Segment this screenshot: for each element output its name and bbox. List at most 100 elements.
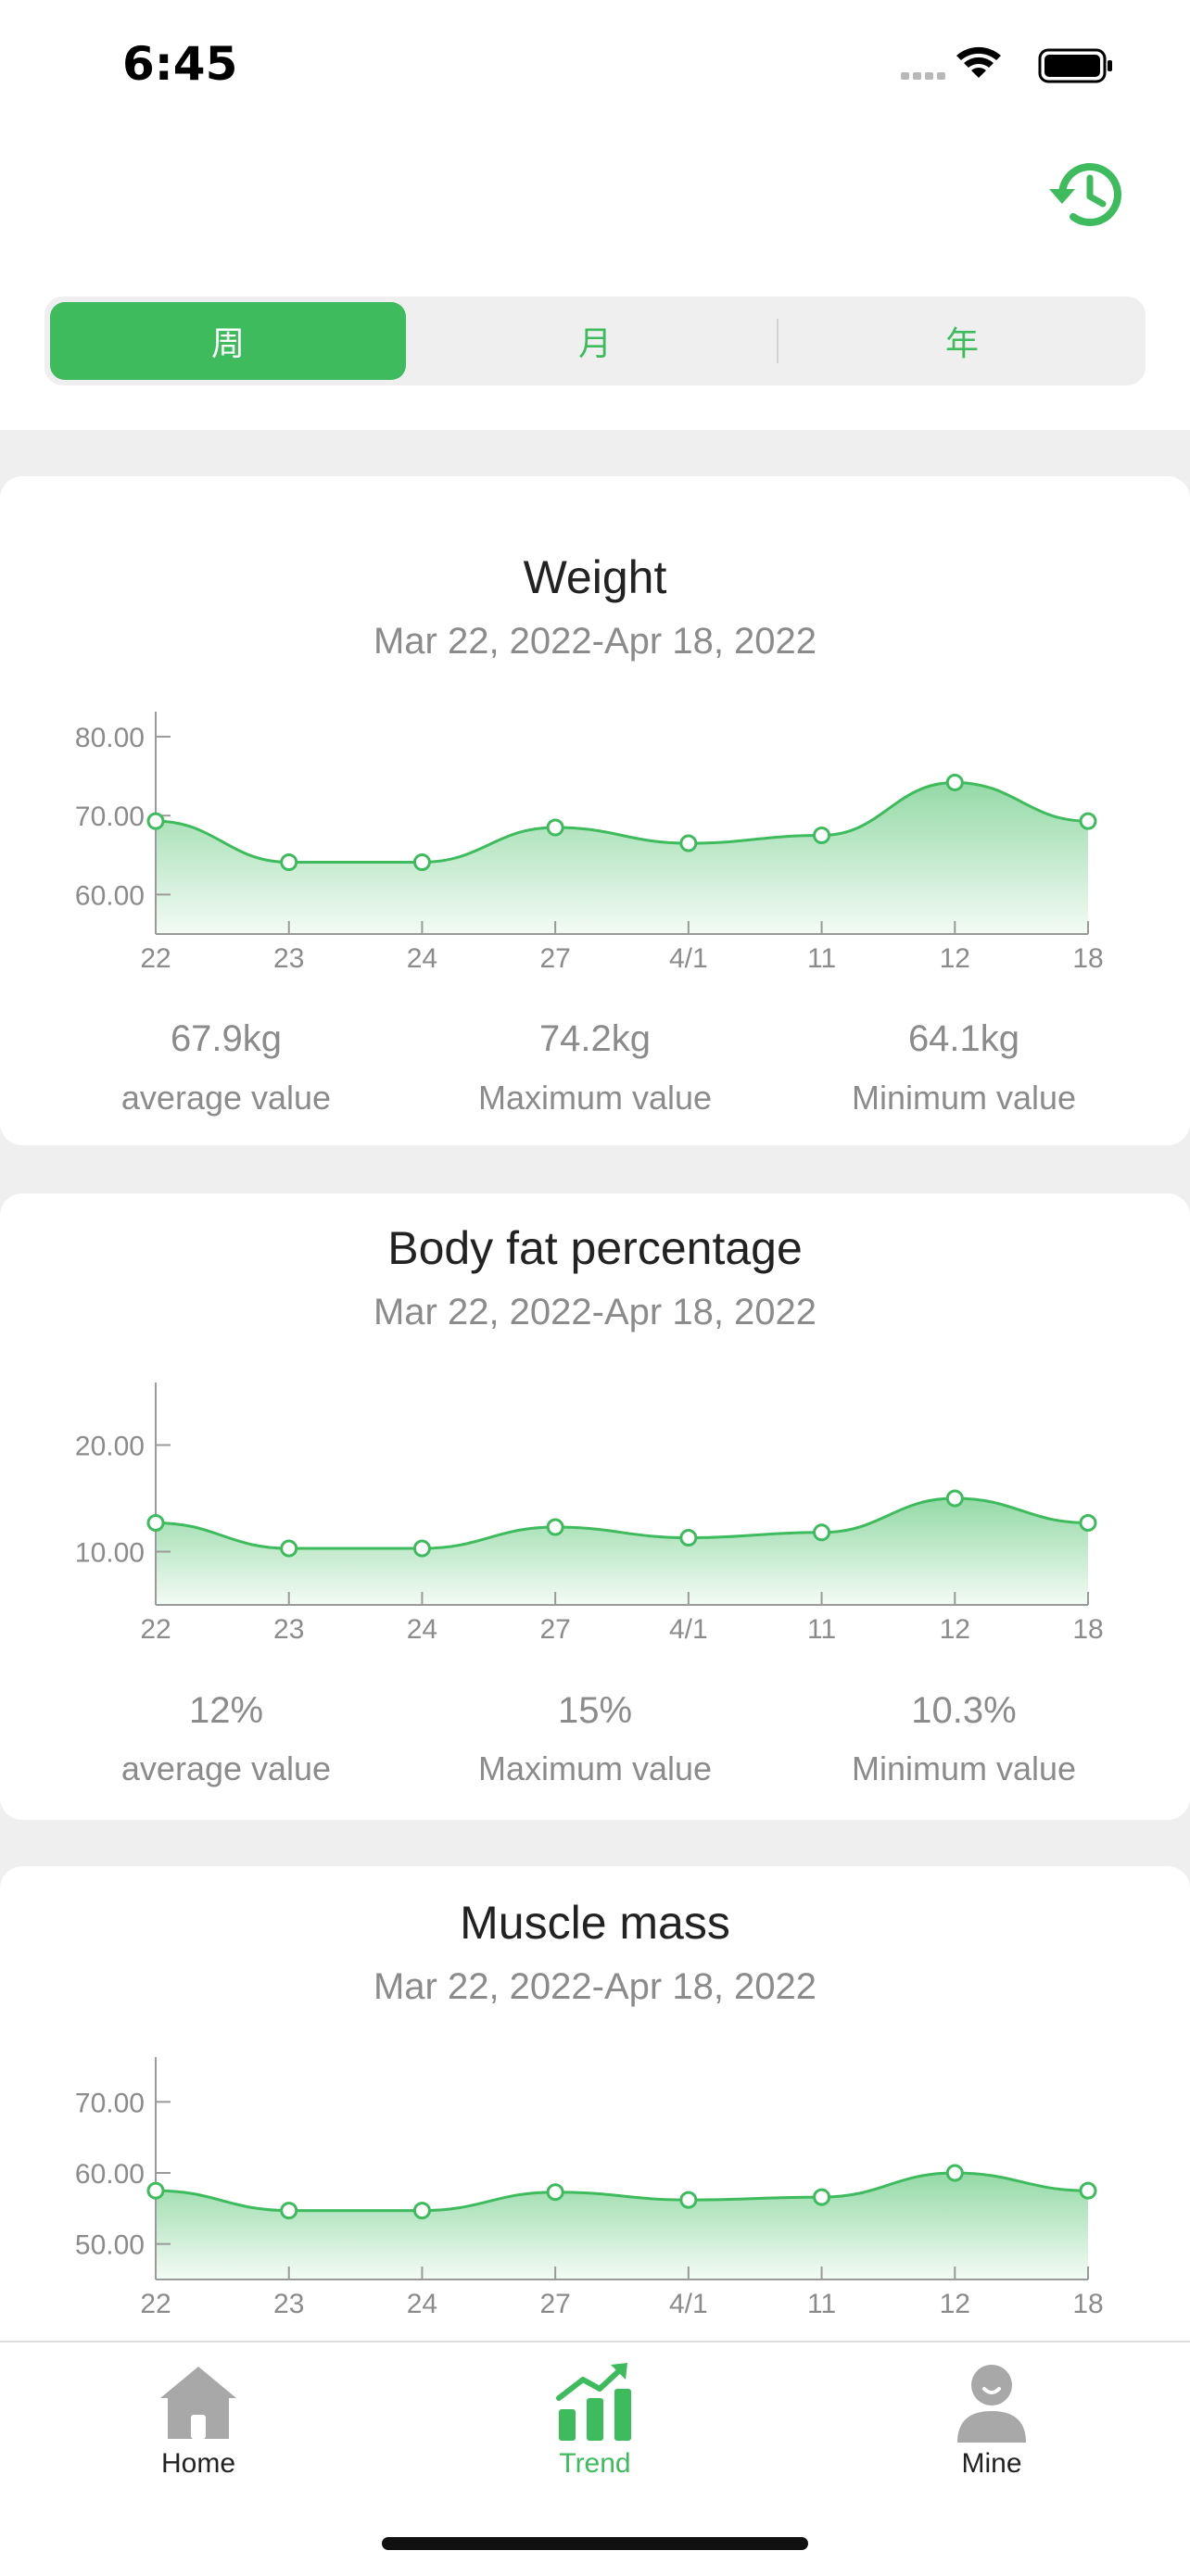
muscle-mass-chart: 50.00 60.00 70.00 22 23 24 27 4/1 11 12 18 bbox=[75, 2057, 1104, 2319]
chart-area-fill bbox=[156, 1498, 1088, 1605]
home-icon bbox=[160, 2367, 236, 2439]
data-point bbox=[1079, 2181, 1097, 2200]
tab-mine-label: Mine bbox=[961, 2448, 1022, 2479]
data-point bbox=[813, 1523, 831, 1542]
y-tick-label: 70.00 bbox=[75, 802, 145, 832]
stat-average-value: 67.9kg bbox=[170, 1018, 283, 1059]
card-date-range: Mar 22, 2022-Apr 18, 2022 bbox=[373, 1966, 817, 2007]
data-point bbox=[1079, 1513, 1097, 1532]
home-indicator bbox=[382, 2537, 808, 2550]
x-tick-label: 23 bbox=[273, 943, 304, 974]
y-tick-label: 70.00 bbox=[75, 2088, 145, 2118]
tab-mine[interactable]: Mine bbox=[880, 2361, 1103, 2480]
y-tick-label: 50.00 bbox=[75, 2230, 145, 2261]
y-tick-label: 80.00 bbox=[75, 723, 145, 753]
y-tick-label: 10.00 bbox=[75, 1538, 145, 1569]
x-tick-label: 11 bbox=[807, 1614, 836, 1645]
stat-average-value: 12% bbox=[188, 1690, 264, 1731]
x-tick-label: 4/1 bbox=[669, 943, 708, 974]
x-tick-label: 11 bbox=[807, 2289, 836, 2319]
profile-icon bbox=[957, 2365, 1026, 2443]
card-title: Muscle mass bbox=[460, 1897, 730, 1949]
chart-series-line bbox=[155, 1496, 1089, 1550]
segment-month[interactable]: 月 bbox=[577, 325, 612, 363]
stat-minimum-value: 10.3% bbox=[911, 1690, 1017, 1731]
chart-area-fill bbox=[156, 782, 1088, 934]
card-title: Body fat percentage bbox=[387, 1222, 803, 1274]
data-point bbox=[146, 2181, 165, 2200]
data-point bbox=[280, 1539, 298, 1558]
y-tick-label: 20.00 bbox=[75, 1432, 145, 1462]
stat-maximum-value: 15% bbox=[557, 1690, 633, 1731]
x-tick-label: 12 bbox=[940, 2289, 970, 2319]
trend-chart-icon bbox=[556, 2363, 631, 2441]
data-point bbox=[146, 1513, 165, 1532]
x-tick-label: 22 bbox=[140, 943, 171, 974]
weight-card: Weight Mar 22, 2022-Apr 18, 2022 60.00 70… bbox=[0, 476, 1190, 1145]
x-tick-label: 23 bbox=[273, 2289, 304, 2319]
x-tick-label: 27 bbox=[539, 1614, 570, 1645]
card-date-range: Mar 22, 2022-Apr 18, 2022 bbox=[373, 1292, 817, 1332]
x-tick-label: 18 bbox=[1072, 943, 1103, 974]
x-tick-label: 27 bbox=[539, 943, 570, 974]
data-point bbox=[679, 1529, 698, 1547]
y-tick-label: 60.00 bbox=[75, 880, 145, 911]
x-tick-label: 24 bbox=[407, 2289, 437, 2319]
x-tick-label: 4/1 bbox=[669, 2289, 708, 2319]
data-point bbox=[280, 2202, 298, 2220]
stat-maximum-label: Maximum value bbox=[477, 1749, 713, 1787]
stat-average-label: average value bbox=[120, 1079, 332, 1117]
data-point bbox=[412, 852, 431, 871]
chart-series-line bbox=[155, 780, 1089, 864]
x-tick-label: 18 bbox=[1072, 1614, 1103, 1645]
body-fat-card: Body fat percentage Mar 22, 2022-Apr 18,… bbox=[0, 1193, 1190, 1820]
x-tick-label: 27 bbox=[539, 2289, 570, 2319]
x-tick-label: 18 bbox=[1072, 2289, 1103, 2319]
tab-trend-label: Trend bbox=[559, 2448, 631, 2479]
x-tick-label: 22 bbox=[140, 1614, 171, 1645]
stat-minimum-label: Minimum value bbox=[851, 1079, 1077, 1117]
data-point bbox=[813, 827, 831, 845]
muscle-mass-card: Muscle mass Mar 22, 2022-Apr 18, 2022 50… bbox=[0, 1866, 1190, 2422]
x-tick-label: 23 bbox=[273, 1614, 304, 1645]
chart-series-line bbox=[155, 2171, 1089, 2213]
body-fat-chart: 10.00 20.00 22 23 24 27 4/1 11 12 18 bbox=[75, 1383, 1104, 1645]
stat-minimum-label: Minimum value bbox=[851, 1749, 1077, 1787]
stat-maximum-label: Maximum value bbox=[477, 1079, 713, 1117]
data-point bbox=[546, 1518, 564, 1536]
tab-home[interactable]: Home bbox=[87, 2361, 310, 2480]
data-point bbox=[546, 2183, 564, 2202]
segment-year[interactable]: 年 bbox=[944, 325, 979, 363]
tab-home-label: Home bbox=[160, 2448, 236, 2479]
tab-bar: Home Trend Mine bbox=[0, 2341, 1190, 2576]
stat-maximum-value: 74.2kg bbox=[538, 1018, 652, 1059]
status-icons bbox=[901, 46, 1112, 83]
x-tick-label: 22 bbox=[140, 2289, 171, 2319]
data-point bbox=[945, 773, 964, 791]
top-panel: 6:45 周 月 年 bbox=[0, 0, 1190, 430]
battery-icon bbox=[1038, 48, 1112, 83]
data-point bbox=[945, 1489, 964, 1508]
chart-area-fill bbox=[156, 2173, 1088, 2279]
data-point bbox=[280, 852, 298, 871]
cellular-signal-icon bbox=[901, 72, 945, 80]
weight-chart: 60.00 70.00 80.00 22 23 24 27 4/1 11 12 18 bbox=[75, 712, 1104, 974]
stat-minimum-value: 64.1kg bbox=[907, 1018, 1020, 1059]
status-time: 6:45 bbox=[122, 37, 238, 91]
segment-divider bbox=[777, 319, 779, 363]
data-point bbox=[412, 1539, 431, 1558]
period-segmented-control: 周 月 年 bbox=[44, 297, 1146, 385]
tab-trend[interactable]: Trend bbox=[484, 2361, 706, 2480]
wifi-icon bbox=[956, 46, 1001, 78]
y-tick-label: 60.00 bbox=[75, 2159, 145, 2190]
data-point bbox=[146, 812, 165, 830]
data-point bbox=[1079, 812, 1097, 830]
history-clock-icon[interactable] bbox=[1045, 152, 1131, 237]
x-tick-label: 24 bbox=[407, 943, 437, 974]
data-point bbox=[412, 2202, 431, 2220]
segment-week[interactable]: 周 bbox=[50, 302, 406, 380]
data-point bbox=[813, 2188, 831, 2206]
x-tick-label: 12 bbox=[940, 1614, 970, 1645]
x-tick-label: 24 bbox=[407, 1614, 437, 1645]
x-tick-label: 12 bbox=[940, 943, 970, 974]
